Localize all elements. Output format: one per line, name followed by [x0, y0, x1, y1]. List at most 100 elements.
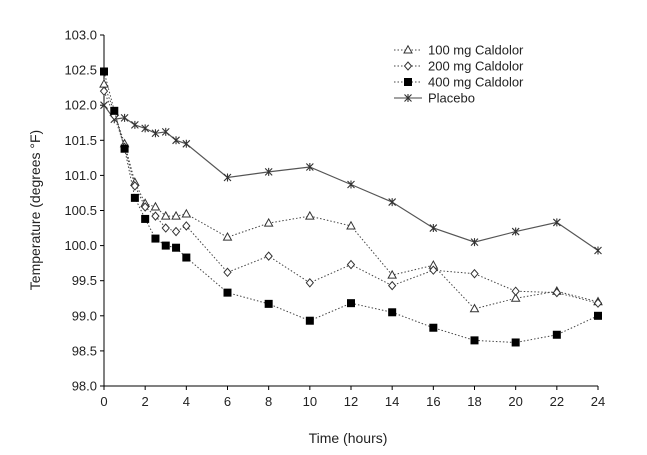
data-point-placebo [347, 180, 355, 189]
y-tick-label: 100.5 [64, 203, 97, 218]
data-point-100-mg-caldolor [222, 231, 233, 241]
x-tick-label: 22 [550, 394, 564, 409]
data-point-200-mg-caldolor [388, 280, 397, 291]
legend-item-placebo: Placebo [394, 91, 475, 106]
data-point-100-mg-caldolor [150, 201, 161, 211]
data-point-placebo [151, 129, 160, 138]
y-tick-label: 99.0 [72, 308, 97, 323]
y-tick-label: 99.5 [72, 273, 97, 288]
data-point-400-mg-caldolor [223, 288, 232, 297]
series-400-mg-caldolor [100, 67, 602, 347]
cropped-header-strip [0, 0, 647, 10]
y-tick-label: 102.0 [64, 98, 97, 113]
x-tick-label: 18 [467, 394, 481, 409]
data-point-400-mg-caldolor [429, 323, 438, 332]
data-point-200-mg-caldolor [593, 298, 603, 308]
series-100-mg-caldolor [99, 78, 603, 313]
legend-marker [404, 78, 412, 86]
data-point-placebo [130, 120, 139, 129]
series-line-200-mg-caldolor [103, 91, 599, 304]
data-point-200-mg-caldolor [223, 267, 232, 278]
data-point-200-mg-caldolor [470, 268, 479, 279]
x-tick-label: 0 [100, 394, 107, 409]
plot-frame [103, 35, 598, 387]
y-tick-label: 98.5 [72, 343, 97, 358]
legend-label: 400 mg Caldolor [428, 75, 524, 90]
y-tick-label: 100.0 [64, 238, 97, 253]
y-axis-title: Temperature (degrees °F) [27, 130, 43, 290]
data-point-400-mg-caldolor [161, 241, 170, 250]
data-point-400-mg-caldolor [264, 299, 273, 308]
data-point-100-mg-caldolor [181, 208, 192, 218]
data-point-400-mg-caldolor [594, 311, 602, 320]
x-tick-label: 10 [303, 394, 317, 409]
y-tick-label: 103.0 [64, 28, 97, 43]
legend-marker [404, 94, 412, 102]
x-tick-label: 4 [183, 394, 190, 409]
data-point-placebo [141, 124, 150, 133]
y-tick-label: 101.5 [64, 133, 97, 148]
data-point-100-mg-caldolor [99, 78, 109, 88]
data-point-400-mg-caldolor [172, 243, 181, 252]
y-tick-label: 101.0 [64, 168, 97, 183]
x-tick-label: 16 [426, 394, 440, 409]
data-point-100-mg-caldolor [160, 210, 171, 220]
data-point-400-mg-caldolor [141, 214, 150, 223]
data-point-200-mg-caldolor [171, 226, 181, 237]
x-tick-label: 14 [385, 394, 399, 409]
x-tick-label: 6 [224, 394, 231, 409]
data-point-100-mg-caldolor [171, 210, 181, 220]
data-point-400-mg-caldolor [552, 330, 561, 339]
y-tick-label: 102.5 [64, 63, 97, 78]
data-point-400-mg-caldolor [347, 299, 355, 308]
series-placebo [100, 101, 602, 255]
x-tick-label: 8 [265, 394, 272, 409]
data-point-100-mg-caldolor [263, 217, 274, 227]
data-point-400-mg-caldolor [511, 338, 520, 347]
data-point-200-mg-caldolor [161, 223, 170, 233]
data-point-placebo [223, 173, 232, 182]
data-point-400-mg-caldolor [120, 144, 129, 153]
data-point-100-mg-caldolor [510, 293, 521, 302]
data-point-100-mg-caldolor [387, 269, 398, 279]
legend-marker [403, 61, 413, 71]
legend-label: 100 mg Caldolor [428, 43, 524, 58]
data-point-400-mg-caldolor [130, 193, 139, 202]
data-point-200-mg-caldolor [182, 221, 191, 231]
y-tick-label: 98.0 [72, 379, 97, 394]
data-point-placebo [511, 227, 520, 236]
x-tick-label: 20 [508, 394, 522, 409]
data-point-100-mg-caldolor [346, 220, 356, 230]
data-point-400-mg-caldolor [100, 67, 108, 76]
x-tick-label: 2 [142, 394, 149, 409]
data-point-400-mg-caldolor [305, 316, 314, 325]
data-point-400-mg-caldolor [182, 253, 191, 262]
data-point-200-mg-caldolor [429, 265, 438, 275]
data-point-placebo [429, 224, 438, 233]
series-line-100-mg-caldolor [103, 83, 599, 310]
data-point-200-mg-caldolor [346, 259, 356, 270]
data-point-placebo [182, 139, 191, 148]
x-tick-label: 24 [591, 394, 605, 409]
data-point-placebo [264, 167, 273, 176]
data-point-placebo [120, 113, 129, 122]
data-point-200-mg-caldolor [305, 278, 314, 288]
legend-item-100-mg-caldolor: 100 mg Caldolor [394, 43, 524, 58]
data-point-200-mg-caldolor [141, 202, 150, 212]
data-point-placebo [161, 127, 170, 136]
data-point-200-mg-caldolor [552, 287, 561, 298]
legend-label: 200 mg Caldolor [428, 59, 524, 74]
data-point-400-mg-caldolor [388, 308, 397, 317]
data-point-placebo [305, 162, 314, 171]
series-200-mg-caldolor [99, 86, 603, 308]
data-point-placebo [388, 198, 397, 207]
x-axis-ticks: 0 2 4 6 8 10 12 14 16 18 20 22 24 [100, 386, 605, 409]
series-layer [99, 67, 603, 347]
data-point-200-mg-caldolor [264, 251, 273, 261]
data-point-200-mg-caldolor [99, 86, 109, 96]
legend-item-200-mg-caldolor: 200 mg Caldolor [394, 59, 524, 74]
legend-item-400-mg-caldolor: 400 mg Caldolor [394, 75, 524, 90]
data-point-200-mg-caldolor [151, 211, 160, 221]
data-point-400-mg-caldolor [110, 106, 119, 115]
